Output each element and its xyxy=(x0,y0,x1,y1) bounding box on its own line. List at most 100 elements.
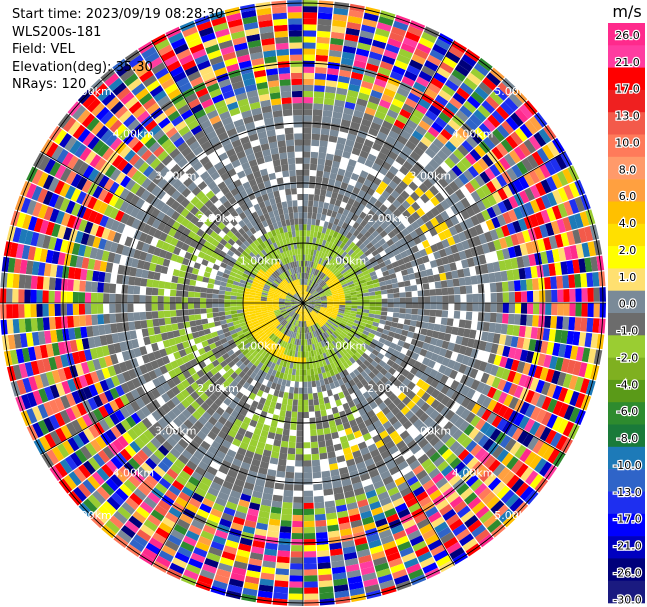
range-gate xyxy=(439,324,447,333)
range-gate xyxy=(303,301,309,303)
range-gate xyxy=(352,263,359,270)
range-gate xyxy=(320,273,326,280)
range-gate xyxy=(575,243,585,259)
range-gate xyxy=(351,305,358,309)
range-gate xyxy=(347,211,355,219)
range-gate xyxy=(526,290,534,303)
range-gate xyxy=(201,282,209,288)
range-gate xyxy=(474,144,487,158)
range-gate xyxy=(380,315,387,321)
range-gate xyxy=(502,313,509,324)
range-gate xyxy=(513,280,521,292)
range-gate xyxy=(311,139,320,147)
range-gate xyxy=(557,187,569,203)
range-gate xyxy=(349,234,357,242)
range-gate xyxy=(335,174,344,182)
range-gate xyxy=(457,269,465,278)
range-gate xyxy=(470,190,481,203)
range-gate xyxy=(467,95,481,109)
range-gate xyxy=(552,342,561,357)
range-gate xyxy=(584,257,593,273)
range-gate xyxy=(345,275,352,281)
range-gate xyxy=(305,291,308,298)
range-gate xyxy=(409,320,417,327)
range-gate xyxy=(200,313,208,320)
range-gate xyxy=(12,288,19,303)
range-gate xyxy=(353,60,367,69)
range-gate xyxy=(470,91,485,105)
range-gate xyxy=(358,189,367,198)
range-gate xyxy=(457,127,470,140)
range-gate xyxy=(359,279,367,284)
range-gate xyxy=(279,409,286,417)
range-gate xyxy=(491,146,504,160)
range-gate xyxy=(478,123,492,136)
range-gate xyxy=(437,265,446,274)
range-gate xyxy=(398,286,406,293)
range-gate xyxy=(402,37,418,48)
range-gate xyxy=(357,296,364,300)
range-gate xyxy=(445,207,455,218)
range-gate xyxy=(206,298,213,303)
range-gate xyxy=(393,266,401,273)
range-gate xyxy=(480,184,492,197)
range-gate xyxy=(449,262,457,271)
range-gate xyxy=(372,142,383,152)
range-gate xyxy=(530,199,541,213)
range-gate xyxy=(450,204,461,215)
range-gate xyxy=(328,283,335,288)
range-gate xyxy=(540,209,551,224)
range-gate xyxy=(304,284,306,291)
range-gate xyxy=(303,424,310,431)
range-gate xyxy=(416,257,424,266)
range-gate xyxy=(320,298,327,301)
range-gate xyxy=(304,551,317,558)
range-gate xyxy=(248,303,255,306)
range-gate xyxy=(307,212,313,219)
range-gate xyxy=(375,186,385,195)
range-gate xyxy=(314,507,326,515)
range-gate xyxy=(377,151,388,161)
range-gate xyxy=(352,237,360,245)
range-gate xyxy=(304,581,318,588)
range-gate xyxy=(327,255,333,263)
range-gate xyxy=(230,306,237,311)
range-gate xyxy=(415,217,425,227)
range-gate xyxy=(303,30,317,37)
range-gate xyxy=(339,242,346,249)
range-gate xyxy=(317,434,325,442)
range-gate xyxy=(459,285,467,295)
range-gate xyxy=(311,212,317,220)
range-gate xyxy=(410,191,420,202)
range-gate xyxy=(332,293,339,297)
range-gate xyxy=(236,303,243,307)
range-gate xyxy=(36,276,44,290)
range-gate xyxy=(109,293,116,303)
range-gate xyxy=(413,48,429,60)
range-gate xyxy=(280,440,289,448)
range-gate xyxy=(127,303,134,313)
range-gate xyxy=(474,86,489,100)
range-gate xyxy=(306,236,310,243)
range-gate xyxy=(539,303,546,315)
range-gate xyxy=(531,151,544,166)
range-gate xyxy=(196,275,204,282)
range-gate xyxy=(286,459,295,467)
range-gate xyxy=(402,209,411,219)
range-gate xyxy=(316,422,323,430)
range-gate xyxy=(193,303,201,309)
range-gate xyxy=(303,490,314,497)
range-gate xyxy=(315,526,328,533)
range-gate xyxy=(530,327,538,339)
range-gate xyxy=(474,174,486,187)
range-gate xyxy=(24,275,32,289)
range-gate xyxy=(458,319,466,328)
range-gate xyxy=(363,299,370,303)
range-gate xyxy=(307,295,313,300)
range-gate xyxy=(344,295,352,299)
range-gate xyxy=(465,135,478,149)
range-gate xyxy=(440,128,453,141)
range-gate xyxy=(504,235,514,248)
range-gate xyxy=(535,181,547,197)
range-gate xyxy=(493,239,502,251)
